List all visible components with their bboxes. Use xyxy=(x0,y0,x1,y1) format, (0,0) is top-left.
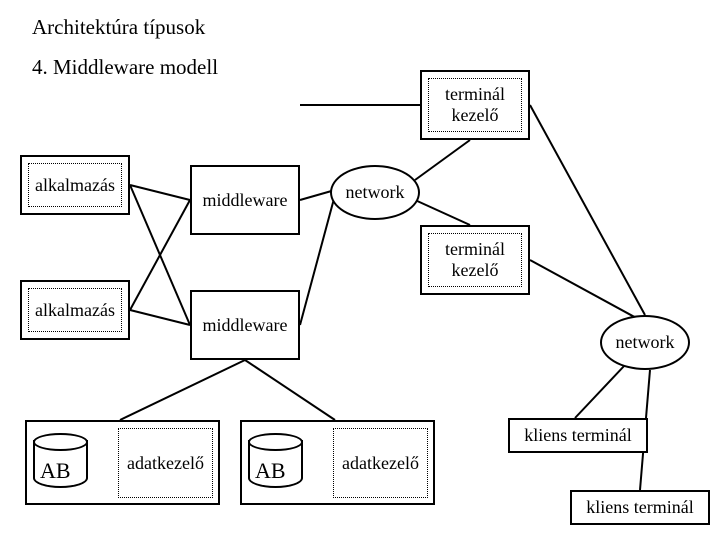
node-label: adatkezelő xyxy=(342,453,419,474)
node-label: alkalmazás xyxy=(35,175,115,196)
node-network-1: network xyxy=(330,165,420,220)
node-label: network xyxy=(616,332,675,353)
node-label: terminál kezelő xyxy=(445,239,505,281)
page-subtitle: 4. Middleware modell xyxy=(32,55,218,80)
page-title: Architektúra típusok xyxy=(32,15,205,40)
node-terminal-1: terminál kezelő xyxy=(420,70,530,140)
node-alkalmazas-1: alkalmazás xyxy=(20,155,130,215)
node-label: network xyxy=(346,182,405,203)
node-label: adatkezelő xyxy=(127,453,204,474)
node-label: kliens terminál xyxy=(586,497,693,518)
node-label: kliens terminál xyxy=(524,425,631,446)
node-network-2: network xyxy=(600,315,690,370)
node-middleware-1: middleware xyxy=(190,165,300,235)
db-label-1: AB xyxy=(40,458,71,484)
node-kliens-1: kliens terminál xyxy=(508,418,648,453)
node-label: middleware xyxy=(203,190,288,211)
node-adatkezelo-1: adatkezelő xyxy=(118,428,213,498)
node-label: middleware xyxy=(203,315,288,336)
node-middleware-2: middleware xyxy=(190,290,300,360)
db-label-2: AB xyxy=(255,458,286,484)
node-kliens-2: kliens terminál xyxy=(570,490,710,525)
node-label: alkalmazás xyxy=(35,300,115,321)
node-alkalmazas-2: alkalmazás xyxy=(20,280,130,340)
node-terminal-2: terminál kezelő xyxy=(420,225,530,295)
node-adatkezelo-2: adatkezelő xyxy=(333,428,428,498)
node-label: terminál kezelő xyxy=(445,84,505,126)
